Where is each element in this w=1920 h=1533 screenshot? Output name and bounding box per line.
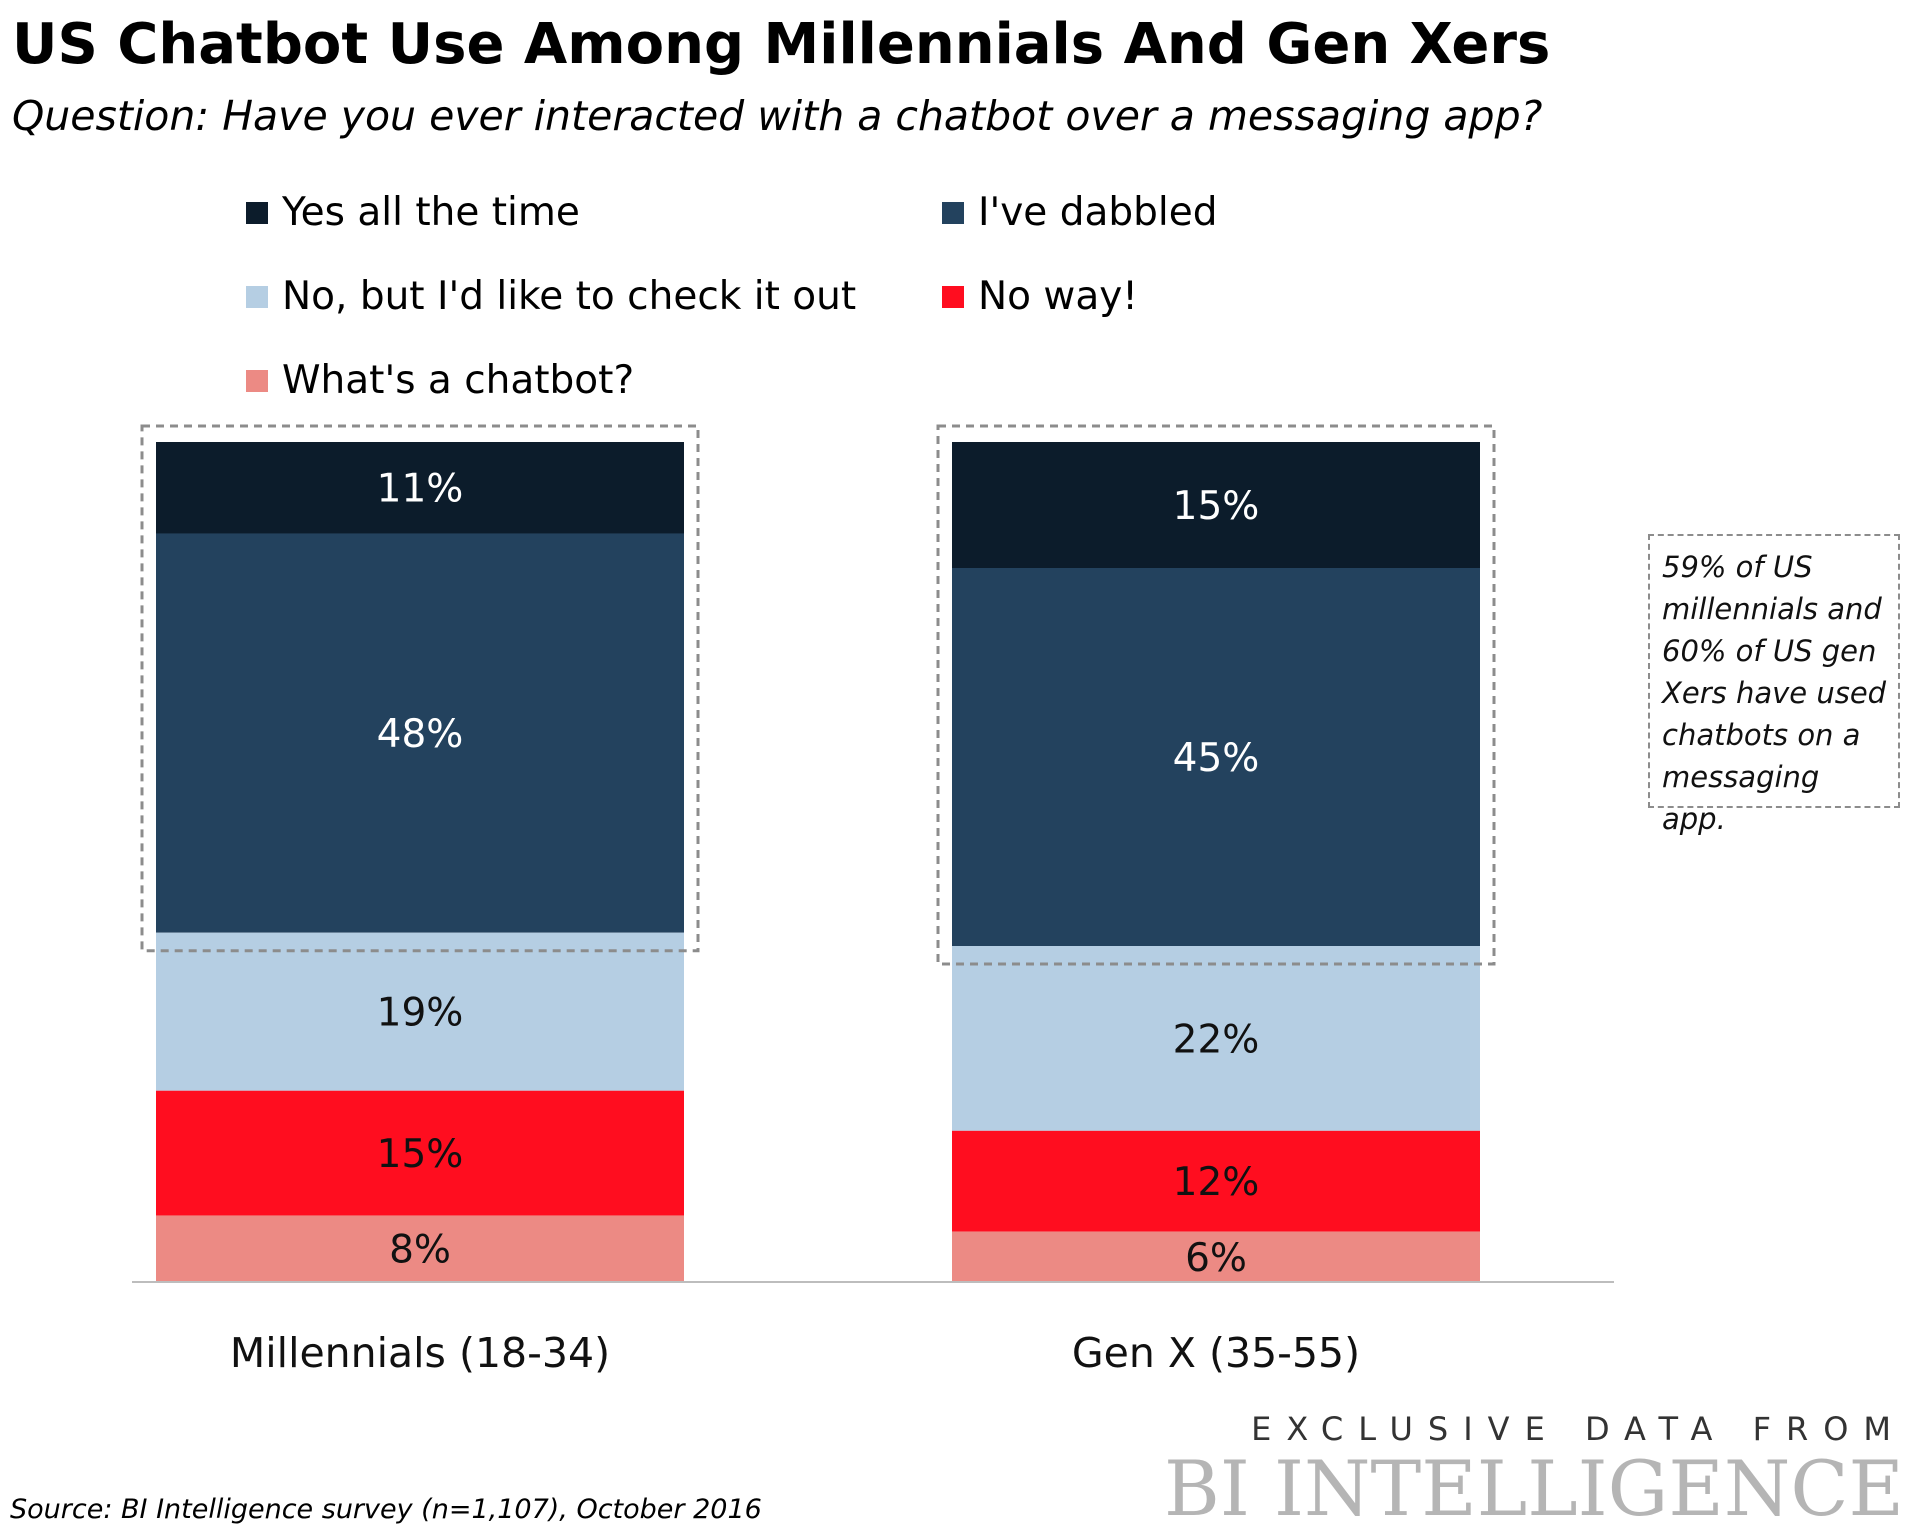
legend-swatch (942, 285, 964, 308)
highlight-box (936, 424, 1496, 966)
bar-segment (156, 442, 684, 534)
legend-swatch (942, 201, 964, 224)
chart-subtitle: Question: Have you ever interacted with … (12, 92, 1543, 140)
brand-tagline: EXCLUSIVE DATA FROM (1251, 1410, 1906, 1448)
data-label: 8% (389, 1228, 451, 1273)
legend-swatch (246, 285, 268, 308)
legend-label: No way! (978, 274, 1138, 319)
data-label: 48% (377, 712, 464, 757)
legend-label: What's a chatbot? (282, 358, 635, 403)
data-label: 11% (377, 467, 464, 512)
data-label: 15% (1173, 484, 1260, 529)
bar-segment (156, 533, 684, 933)
legend-swatch (246, 201, 268, 224)
bar-segment (952, 1130, 1480, 1232)
bar-segment (952, 1231, 1480, 1282)
category-label: Millennials (18-34) (230, 1329, 610, 1377)
legend-label: I've dabbled (978, 190, 1218, 235)
data-label: 22% (1173, 1017, 1260, 1062)
data-label: 15% (377, 1132, 464, 1177)
legend-item: No way! (942, 274, 1138, 319)
data-label: 45% (1173, 736, 1260, 781)
legend-item: What's a chatbot? (246, 358, 634, 403)
bar-segment (952, 568, 1480, 946)
highlight-box (140, 424, 700, 953)
bar-segment (952, 442, 1480, 568)
data-label: 12% (1173, 1160, 1260, 1205)
legend-label: No, but I'd like to check it out (282, 274, 857, 319)
chart-title: US Chatbot Use Among Millennials And Gen… (12, 12, 1551, 77)
source-note: Source: BI Intelligence survey (n=1,107)… (10, 1494, 762, 1525)
bar-segment (952, 946, 1480, 1131)
category-label: Gen X (35-55) (1072, 1329, 1360, 1377)
legend-item: No, but I'd like to check it out (246, 274, 856, 319)
callout-note: 59% of US millennials and 60% of US gen … (1648, 534, 1900, 836)
bar-segment (156, 1215, 684, 1282)
legend-label: Yes all the time (282, 190, 580, 235)
data-label: 6% (1185, 1236, 1247, 1281)
brand-logo: BI INTELLIGENCE (1164, 1444, 1904, 1533)
legend-swatch (246, 369, 268, 392)
legend-item: Yes all the time (246, 190, 580, 235)
brand-name: BI INTELLIGENCE (1164, 1444, 1904, 1533)
legend-item: I've dabbled (942, 190, 1217, 235)
bar-segment (156, 932, 684, 1091)
bar-segment (156, 1090, 684, 1216)
data-label: 19% (377, 991, 464, 1036)
